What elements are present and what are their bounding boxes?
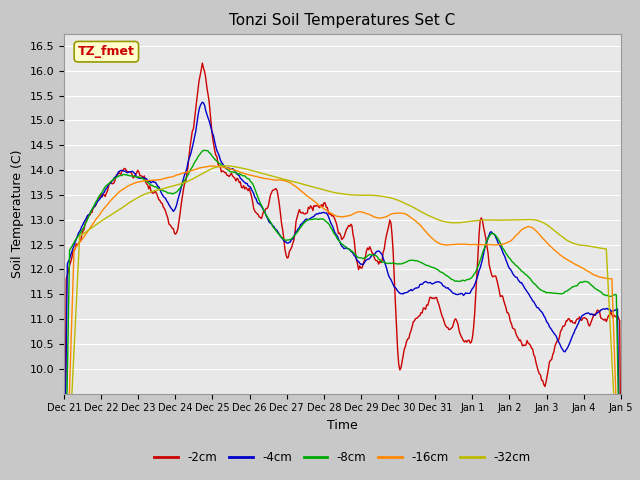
- Legend: -2cm, -4cm, -8cm, -16cm, -32cm: -2cm, -4cm, -8cm, -16cm, -32cm: [150, 446, 535, 469]
- X-axis label: Time: Time: [327, 419, 358, 432]
- Title: Tonzi Soil Temperatures Set C: Tonzi Soil Temperatures Set C: [229, 13, 456, 28]
- Text: TZ_fmet: TZ_fmet: [78, 45, 135, 58]
- Y-axis label: Soil Temperature (C): Soil Temperature (C): [11, 149, 24, 278]
